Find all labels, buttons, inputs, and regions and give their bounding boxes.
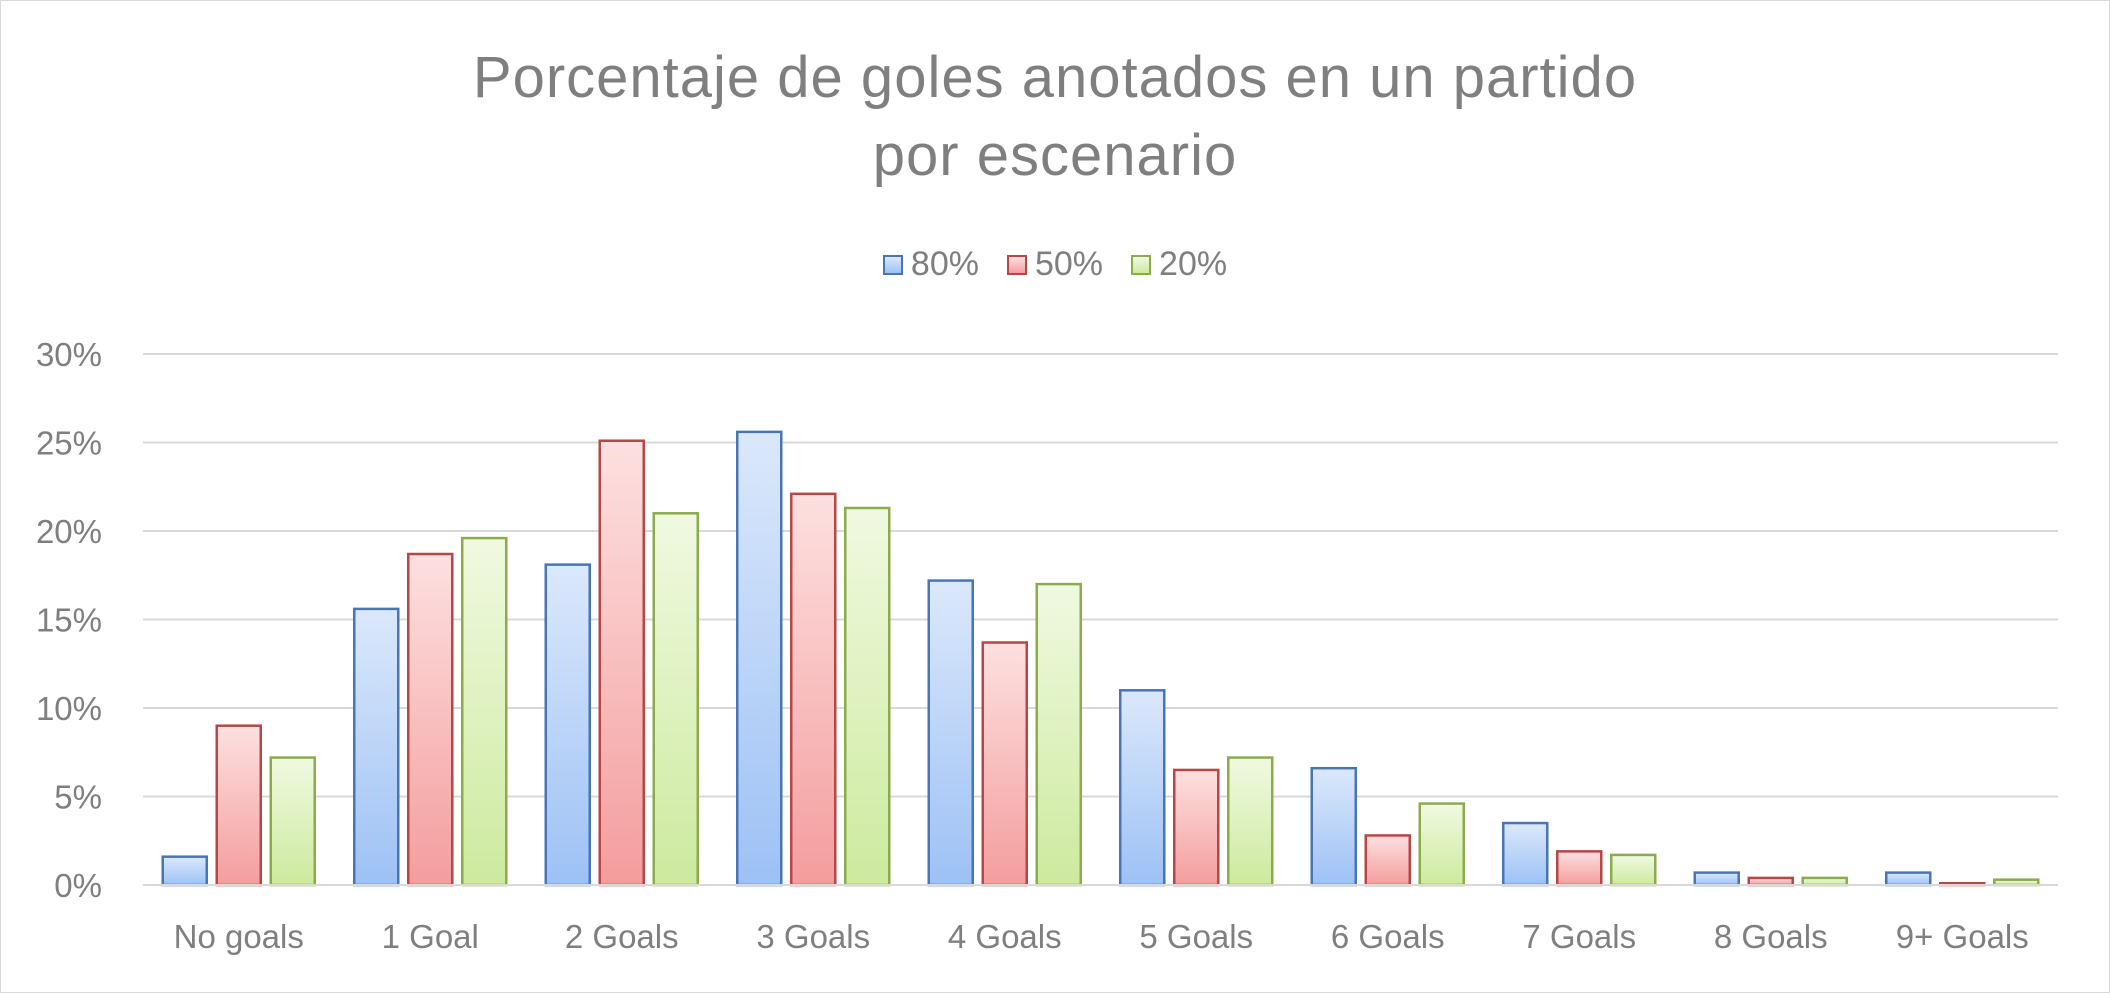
bar-no-goals-series-1 xyxy=(161,855,208,887)
bar-6-goals-series-1 xyxy=(1310,766,1357,887)
legend-swatch-series-3 xyxy=(1131,254,1152,275)
legend-swatch-series-2 xyxy=(1006,254,1027,275)
y-tick-label: 5% xyxy=(54,779,102,816)
y-tick-label: 10% xyxy=(36,690,102,727)
y-tick-label: 20% xyxy=(36,513,102,550)
x-tick-label: 8 Goals xyxy=(1714,918,1828,955)
x-tick-label: 2 Goals xyxy=(565,918,679,955)
bar-7-goals-series-1 xyxy=(1502,821,1549,887)
bar-4-goals-series-2 xyxy=(981,641,1028,887)
bar-2-goals-series-2 xyxy=(598,439,645,887)
legend-item-series-3: 20% xyxy=(1131,245,1227,284)
bar-3-goals-series-1 xyxy=(736,430,783,887)
bar-2-goals-series-1 xyxy=(544,563,591,887)
y-tick-label: 30% xyxy=(36,336,102,373)
x-tick-label: 9+ Goals xyxy=(1896,918,2029,955)
bar-1-goal-series-2 xyxy=(407,552,454,887)
legend-label-series-3: 20% xyxy=(1159,245,1228,283)
bar-6-goals-series-3 xyxy=(1418,802,1465,887)
legend-swatch-series-1 xyxy=(882,254,903,275)
x-tick-label: 6 Goals xyxy=(1331,918,1445,955)
bar-7-goals-series-2 xyxy=(1556,850,1603,887)
bar-5-goals-series-3 xyxy=(1227,756,1274,887)
bar-4-goals-series-1 xyxy=(927,579,974,887)
bar-3-goals-series-2 xyxy=(790,492,837,887)
bars xyxy=(161,430,2040,887)
bar-no-goals-series-3 xyxy=(269,756,316,887)
x-tick-label: 5 Goals xyxy=(1139,918,1253,955)
bar-6-goals-series-2 xyxy=(1364,834,1411,887)
bar-8-goals-series-1 xyxy=(1693,871,1740,887)
bar-5-goals-series-2 xyxy=(1173,768,1220,887)
bar-9-goals-series-1 xyxy=(1885,871,1932,887)
bar-4-goals-series-3 xyxy=(1035,582,1082,887)
x-tick-label: 3 Goals xyxy=(756,918,870,955)
chart-title: Porcentaje de goles anotados en un parti… xyxy=(1,39,2109,195)
bar-no-goals-series-2 xyxy=(215,724,262,887)
bar-3-goals-series-3 xyxy=(844,506,891,887)
bar-5-goals-series-1 xyxy=(1119,689,1166,887)
bar-1-goal-series-3 xyxy=(461,536,508,887)
x-tick-label: 4 Goals xyxy=(948,918,1062,955)
bar-7-goals-series-3 xyxy=(1610,853,1657,887)
axes: 0% 5% 10% 15% 20% 25% 30% No goals 1 Goal 2 Goals… xyxy=(36,336,2058,955)
bar-1-goal-series-1 xyxy=(353,607,400,887)
legend-label-series-1: 80% xyxy=(910,245,979,283)
bar-8-goals-series-2 xyxy=(1747,876,1794,887)
y-tick-label: 25% xyxy=(36,425,102,462)
bar-2-goals-series-3 xyxy=(652,512,699,887)
chart-legend: 80% 50% 20% xyxy=(1,245,2109,284)
x-tick-label: No goals xyxy=(174,918,304,955)
y-tick-label: 15% xyxy=(36,602,102,639)
chart-title-line-1: Porcentaje de goles anotados en un parti… xyxy=(472,45,1638,110)
legend-label-series-2: 50% xyxy=(1034,245,1104,283)
legend-item-series-2: 50% xyxy=(1006,245,1104,284)
bar-8-goals-series-3 xyxy=(1801,876,1848,887)
legend-item-series-1: 80% xyxy=(882,245,979,284)
x-tick-label: 7 Goals xyxy=(1522,918,1636,955)
x-tick-label: 1 Goal xyxy=(382,918,479,955)
y-tick-label: 0% xyxy=(54,867,102,904)
chart-title-line-2: por escenario xyxy=(872,123,1238,188)
